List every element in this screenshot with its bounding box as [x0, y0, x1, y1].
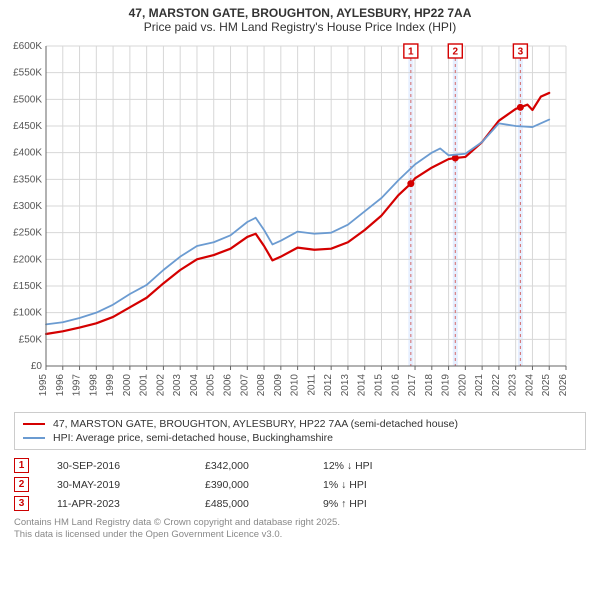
svg-text:£450K: £450K [13, 121, 42, 132]
footer: Contains HM Land Registry data © Crown c… [14, 517, 586, 542]
svg-text:2008: 2008 [256, 374, 267, 397]
svg-text:£0: £0 [31, 361, 43, 372]
svg-text:2002: 2002 [155, 374, 166, 397]
svg-text:2009: 2009 [273, 374, 284, 397]
svg-text:1: 1 [408, 47, 414, 58]
svg-text:2019: 2019 [441, 374, 452, 397]
line-chart: £0 £50K £100K £150K £200K £250K £300K £350K £400… [0, 36, 580, 406]
svg-text:£100K: £100K [13, 308, 42, 319]
svg-text:1998: 1998 [88, 374, 99, 397]
svg-text:2003: 2003 [172, 374, 183, 397]
legend-swatch [23, 437, 45, 439]
svg-text:2012: 2012 [323, 374, 334, 397]
txn-price: £485,000 [205, 498, 295, 510]
svg-text:2004: 2004 [189, 374, 200, 397]
svg-text:£500K: £500K [13, 94, 42, 105]
table-row: 2 30-MAY-2019 £390,000 1% ↓ HPI [14, 475, 586, 494]
svg-text:2022: 2022 [491, 374, 502, 397]
svg-text:2000: 2000 [122, 374, 133, 397]
marker-num: 2 [14, 477, 29, 492]
svg-text:2017: 2017 [407, 374, 418, 397]
svg-text:1995: 1995 [38, 374, 49, 397]
svg-text:2011: 2011 [306, 374, 317, 396]
txn-delta: 12% ↓ HPI [323, 460, 413, 472]
svg-text:2013: 2013 [340, 374, 351, 397]
svg-text:2026: 2026 [558, 374, 569, 397]
svg-text:2023: 2023 [508, 374, 519, 397]
svg-text:£300K: £300K [13, 201, 42, 212]
page-subtitle: Price paid vs. HM Land Registry's House … [10, 20, 590, 34]
legend-item: 47, MARSTON GATE, BROUGHTON, AYLESBURY, … [23, 417, 577, 431]
txn-price: £342,000 [205, 460, 295, 472]
txn-delta: 9% ↑ HPI [323, 498, 413, 510]
table-row: 3 11-APR-2023 £485,000 9% ↑ HPI [14, 494, 586, 513]
svg-text:2016: 2016 [390, 374, 401, 397]
svg-text:2: 2 [453, 47, 459, 58]
svg-text:£550K: £550K [13, 68, 42, 79]
txn-price: £390,000 [205, 479, 295, 491]
svg-text:2020: 2020 [457, 374, 468, 397]
legend: 47, MARSTON GATE, BROUGHTON, AYLESBURY, … [14, 412, 586, 450]
svg-text:2005: 2005 [206, 374, 217, 397]
svg-text:£150K: £150K [13, 281, 42, 292]
svg-text:£250K: £250K [13, 228, 42, 239]
svg-text:1997: 1997 [72, 374, 83, 397]
svg-text:2014: 2014 [357, 374, 368, 397]
txn-date: 30-SEP-2016 [57, 460, 177, 472]
marker-num: 1 [14, 458, 29, 473]
txn-date: 11-APR-2023 [57, 498, 177, 510]
svg-text:£50K: £50K [19, 334, 43, 345]
table-row: 1 30-SEP-2016 £342,000 12% ↓ HPI [14, 456, 586, 475]
svg-text:£400K: £400K [13, 148, 42, 159]
txn-delta: 1% ↓ HPI [323, 479, 413, 491]
svg-text:2018: 2018 [424, 374, 435, 397]
svg-text:£350K: £350K [13, 174, 42, 185]
svg-text:£600K: £600K [13, 41, 42, 52]
marker-num: 3 [14, 496, 29, 511]
legend-label: HPI: Average price, semi-detached house,… [53, 432, 333, 444]
svg-text:2010: 2010 [290, 374, 301, 397]
svg-text:£200K: £200K [13, 254, 42, 265]
footer-line: Contains HM Land Registry data © Crown c… [14, 517, 586, 529]
legend-swatch [23, 423, 45, 425]
svg-text:2015: 2015 [373, 374, 384, 397]
svg-text:2021: 2021 [474, 374, 485, 397]
legend-label: 47, MARSTON GATE, BROUGHTON, AYLESBURY, … [53, 418, 458, 430]
transactions-table: 1 30-SEP-2016 £342,000 12% ↓ HPI 2 30-MA… [14, 456, 586, 513]
page-title: 47, MARSTON GATE, BROUGHTON, AYLESBURY, … [10, 6, 590, 20]
svg-text:1996: 1996 [55, 374, 66, 397]
txn-date: 30-MAY-2019 [57, 479, 177, 491]
legend-item: HPI: Average price, semi-detached house,… [23, 431, 577, 445]
svg-text:2006: 2006 [223, 374, 234, 397]
svg-text:1999: 1999 [105, 374, 116, 397]
svg-text:2024: 2024 [524, 374, 535, 397]
svg-text:2007: 2007 [239, 374, 250, 397]
footer-line: This data is licensed under the Open Gov… [14, 529, 586, 541]
svg-text:2025: 2025 [541, 374, 552, 397]
svg-text:3: 3 [518, 47, 524, 58]
svg-text:2001: 2001 [139, 374, 150, 397]
